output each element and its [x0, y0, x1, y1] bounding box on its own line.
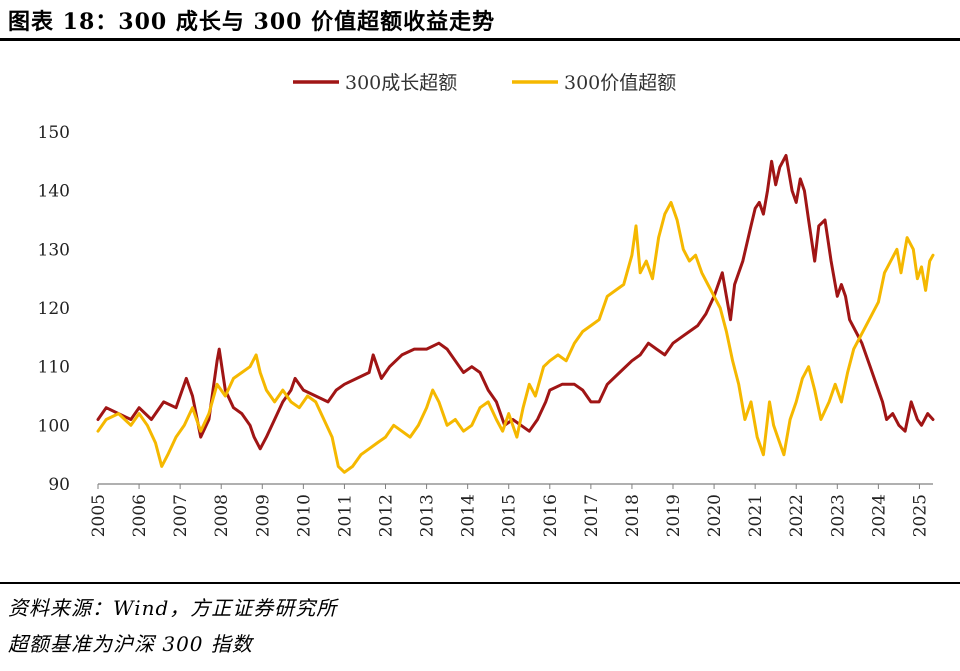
excess-return-chart: 300成长超额 300价值超额 90 100 110 120 130 140 150 2005… [38, 72, 935, 537]
x-tick-label: 2019 [664, 494, 684, 537]
source-note: 资料来源：Wind，方正证券研究所 [8, 596, 338, 620]
footnotes: 资料来源：Wind，方正证券研究所 超额基准为沪深 300 指数 [8, 590, 337, 662]
x-tick-label: 2006 [130, 494, 150, 537]
x-tick-label: 2024 [869, 494, 889, 537]
x-tick-label: 2018 [623, 494, 643, 537]
x-tick-label: 2016 [541, 494, 561, 537]
x-tick-label: 2014 [459, 494, 479, 537]
x-tick-label: 2010 [294, 494, 314, 537]
top-rule [0, 38, 960, 41]
x-tick-label: 2022 [787, 494, 807, 537]
y-tick-label: 90 [48, 475, 70, 495]
figure-title: 图表 18：300 成长与 300 价值超额收益走势 [8, 9, 496, 35]
y-tick-label: 120 [38, 299, 70, 319]
value-excess-line [96, 200, 935, 474]
x-axis: 2005 2006 2007 2008 2009 2010 2011 2012 2013 2014… [89, 483, 933, 537]
legend-label: 300价值超额 [564, 72, 676, 94]
legend-label: 300成长超额 [345, 72, 457, 94]
x-tick-label: 2013 [418, 494, 438, 537]
y-tick-label: 100 [38, 416, 70, 436]
legend: 300成长超额 300价值超额 [293, 72, 676, 94]
x-tick-label: 2005 [89, 494, 109, 537]
x-tick-label: 2017 [582, 494, 602, 537]
y-tick-label: 110 [38, 358, 70, 378]
x-tick-label: 2020 [705, 494, 725, 537]
y-axis: 90 100 110 120 130 140 150 [38, 123, 70, 495]
growth-excess-line [96, 154, 935, 451]
y-tick-label: 150 [38, 123, 70, 143]
x-tick-label: 2012 [377, 494, 397, 537]
x-tick-label: 2009 [253, 494, 273, 537]
x-tick-label: 2007 [171, 494, 191, 537]
bottom-rule [0, 582, 960, 584]
x-tick-label: 2023 [828, 494, 848, 537]
y-tick-label: 140 [38, 182, 70, 202]
x-tick-label: 2021 [746, 494, 766, 537]
x-tick-label: 2015 [500, 494, 520, 537]
x-tick-label: 2011 [335, 494, 355, 537]
x-tick-label: 2008 [212, 494, 232, 537]
y-tick-label: 130 [38, 240, 70, 260]
benchmark-note: 超额基准为沪深 300 指数 [8, 632, 253, 656]
series-layer [96, 154, 935, 474]
x-tick-label: 2025 [910, 494, 930, 537]
